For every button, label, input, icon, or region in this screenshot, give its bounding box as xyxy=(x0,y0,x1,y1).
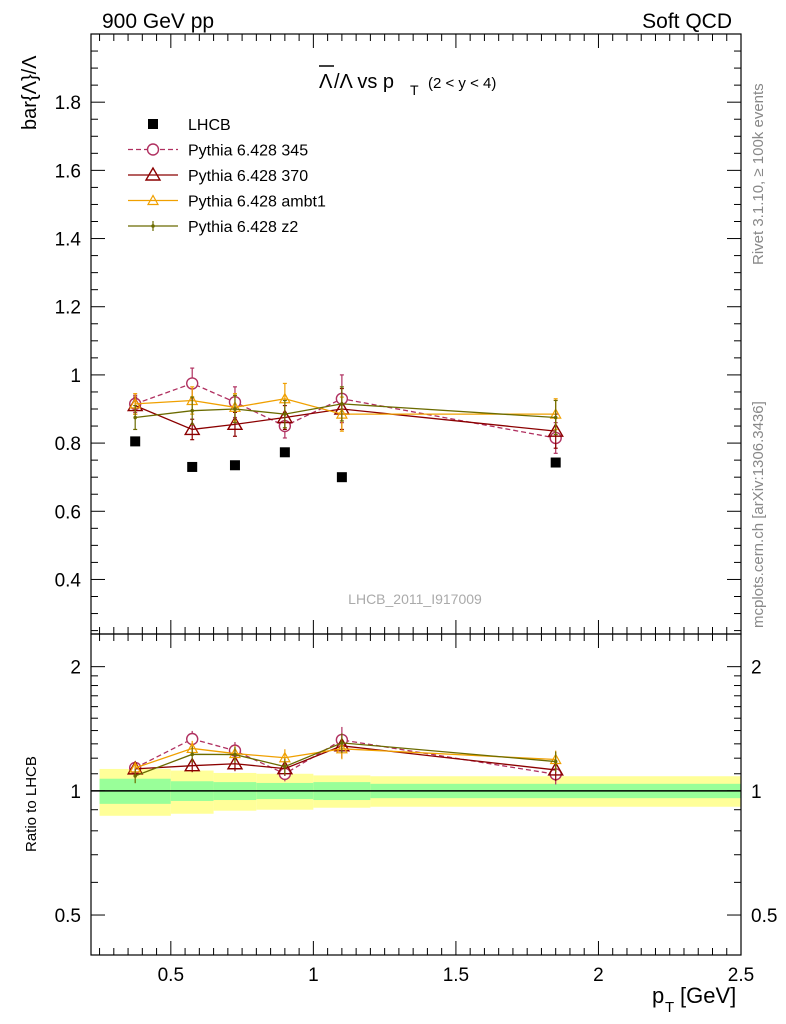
x-tick-label: 2 xyxy=(593,965,604,986)
ratio-point xyxy=(553,759,558,764)
ratio-uncertainty-band xyxy=(91,768,741,816)
x-tick-label: 1 xyxy=(308,965,319,986)
legend-item: Pythia 6.428 370 xyxy=(128,166,308,185)
legend-label: Pythia 6.428 370 xyxy=(188,168,308,185)
x-tick-label: 2.5 xyxy=(728,965,754,986)
header-left: 900 GeV pp xyxy=(102,10,214,33)
data-point xyxy=(187,461,198,472)
ratio-tick-label-right: 2 xyxy=(751,658,762,679)
axes-ticks: 0.5 1 1.5 2 2.5 0.4 0.6 0.8 1 1.2 1.4 1.6 1.8 0.5 0.5 1… xyxy=(55,34,777,986)
legend-marker xyxy=(151,224,155,228)
y-tick-label: 0.6 xyxy=(55,502,81,523)
legend-item: Pythia 6.428 345 xyxy=(128,143,308,160)
ratio-point xyxy=(233,752,237,757)
data-point xyxy=(183,421,201,436)
legend-label: Pythia 6.428 ambt1 xyxy=(188,194,326,211)
data-point xyxy=(233,407,237,411)
series-layer xyxy=(126,367,564,785)
ratio-y-axis-label: Ratio to LHCB xyxy=(23,756,40,852)
data-point xyxy=(550,457,561,468)
title-range: (2 < y < 4) xyxy=(428,75,496,92)
title-main: /Λ vs p xyxy=(334,71,394,93)
x-axis-label-unit: [GeV] xyxy=(680,983,736,1008)
data-point xyxy=(340,402,344,406)
series-line-ratio xyxy=(135,745,556,771)
legend-label: Pythia 6.428 z2 xyxy=(188,219,298,236)
plot-title: Λ /Λ vs p T (2 < y < 4) xyxy=(319,65,496,98)
y-tick-label: 1.8 xyxy=(55,93,81,114)
x-axis-label: p T [GeV] xyxy=(652,983,736,1016)
legend-item: LHCB xyxy=(148,117,231,134)
series-3 xyxy=(129,382,562,774)
title-sub: T xyxy=(410,82,419,98)
series-line-main xyxy=(134,404,556,432)
legend-marker xyxy=(144,166,162,181)
x-tick-label: 0.5 xyxy=(158,965,184,986)
series-line-ratio xyxy=(134,742,556,777)
mcplots-label: mcplots.cern.ch [arXiv:1306.3436] xyxy=(750,401,767,628)
y-tick-label: 0.8 xyxy=(55,434,81,455)
series-line-main xyxy=(135,398,556,415)
data-point xyxy=(336,472,347,483)
ratio-point xyxy=(133,774,137,778)
legend: LHCB Pythia 6.428 345 Pythia 6.428 370 Pyth… xyxy=(128,117,326,236)
series-line-main xyxy=(134,382,556,439)
legend-item: Pythia 6.428 ambt1 xyxy=(128,194,326,211)
legend-marker xyxy=(148,119,158,129)
y-tick-label: 1.4 xyxy=(55,230,82,251)
legend-label: Pythia 6.428 345 xyxy=(188,143,308,160)
data-point xyxy=(130,436,141,447)
x-tick-label: 1.5 xyxy=(443,965,469,986)
series-1 xyxy=(128,367,562,785)
data-point xyxy=(226,415,244,431)
series-line-ratio xyxy=(134,747,556,769)
ratio-tick-label-left: 0.5 xyxy=(55,906,81,927)
analysis-watermark: LHCB_2011_I917009 xyxy=(348,591,482,607)
ratio-tick-label-right: 0.5 xyxy=(751,906,777,927)
y-tick-label: 1 xyxy=(70,366,81,387)
data-point xyxy=(190,408,195,413)
ratio-point xyxy=(190,752,195,757)
y-axis-label: bar{Λ}/Λ xyxy=(19,55,41,130)
y-tick-label: 0.4 xyxy=(55,570,82,591)
legend-label: LHCB xyxy=(188,117,231,134)
data-point xyxy=(547,422,564,437)
x-axis-label-sub: T xyxy=(665,999,674,1016)
legend-item: Pythia 6.428 z2 xyxy=(128,219,298,236)
ratio-point xyxy=(283,764,287,769)
rivet-label: Rivet 3.1.10, ≥ 100k events xyxy=(750,83,767,265)
ratio-tick-label-right: 1 xyxy=(751,782,762,803)
series-4 xyxy=(133,386,558,784)
ratio-point xyxy=(226,755,244,770)
x-axis-label-main: p xyxy=(652,983,664,1008)
data-point xyxy=(133,415,137,420)
series-2 xyxy=(126,387,564,781)
legend-marker xyxy=(146,194,160,206)
ratio-point xyxy=(340,741,344,745)
ratio-plot-frame xyxy=(90,633,742,956)
data-point xyxy=(283,412,287,416)
series-line-main xyxy=(135,403,556,419)
data-point xyxy=(279,447,290,458)
ratio-point xyxy=(183,757,201,772)
data-point xyxy=(229,460,240,471)
header-right: Soft QCD xyxy=(642,10,732,33)
y-tick-label: 1.2 xyxy=(55,298,81,319)
legend-marker xyxy=(146,143,160,156)
data-point xyxy=(553,415,558,420)
series-0 xyxy=(130,436,561,483)
ratio-tick-label-left: 2 xyxy=(70,658,81,679)
ratio-tick-label-left: 1 xyxy=(70,782,81,803)
y-tick-label: 1.6 xyxy=(55,161,81,182)
title-bar-symbol: Λ xyxy=(319,71,333,93)
ratio-point xyxy=(547,761,564,776)
